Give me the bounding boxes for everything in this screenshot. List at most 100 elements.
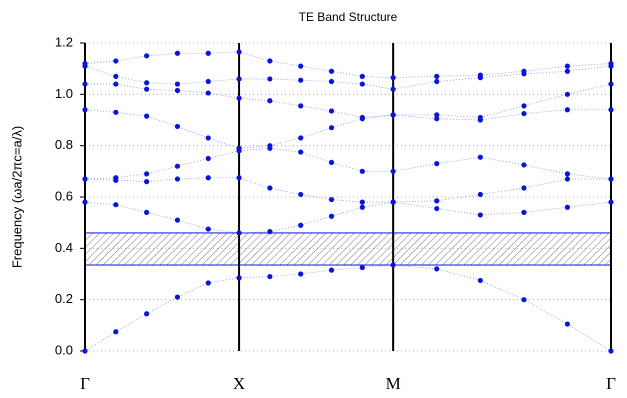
y-tick-label: 0.2 — [55, 291, 73, 306]
band-point — [113, 81, 119, 87]
band-point — [328, 196, 335, 203]
band-point — [267, 58, 273, 64]
band-point — [564, 63, 570, 69]
band-point — [434, 198, 440, 204]
band-point — [521, 110, 527, 117]
band-point — [144, 311, 150, 317]
band-point — [434, 161, 440, 167]
band-point — [267, 143, 273, 149]
band-point — [298, 63, 304, 69]
band-line — [84, 65, 612, 90]
band-point — [205, 135, 211, 141]
band-point — [236, 175, 242, 181]
band-point — [174, 123, 181, 130]
band-point — [390, 75, 396, 81]
band-point — [564, 321, 570, 327]
band-point — [477, 212, 483, 218]
band-point — [359, 168, 365, 174]
band-point — [144, 179, 150, 185]
band-point — [267, 229, 273, 235]
band-line — [84, 109, 611, 149]
band-point — [174, 50, 181, 56]
band-point — [434, 73, 440, 79]
band-point — [144, 171, 150, 177]
band-point — [521, 185, 527, 191]
band-point — [564, 107, 570, 113]
band-point — [477, 154, 483, 160]
band-point — [434, 112, 440, 118]
band-point — [113, 175, 119, 181]
band-line — [84, 264, 612, 352]
band-line — [84, 201, 612, 234]
band-point — [328, 159, 335, 165]
band-point — [298, 77, 304, 83]
band-point — [477, 191, 483, 198]
band-point — [359, 114, 365, 121]
band-point — [477, 277, 483, 284]
band-line — [84, 51, 612, 79]
band-point — [359, 81, 365, 87]
y-tick-label: 0.8 — [55, 137, 73, 152]
band-point — [328, 125, 335, 131]
band-point — [236, 76, 242, 82]
band-point — [328, 213, 335, 219]
y-tick-label: 0.4 — [55, 240, 73, 255]
band-point — [564, 68, 570, 74]
band-point — [236, 145, 242, 151]
band-point — [144, 53, 150, 59]
band-point — [82, 348, 88, 354]
band-point — [267, 185, 273, 191]
band-point — [82, 107, 88, 113]
band-point — [205, 280, 211, 286]
band-point — [521, 209, 527, 215]
band-gap — [84, 232, 612, 266]
band-point — [174, 87, 181, 94]
band-point — [328, 78, 335, 85]
band-point — [205, 90, 211, 96]
band-point — [267, 76, 273, 82]
band-point — [82, 60, 88, 67]
band-point — [205, 226, 211, 232]
x-tick-label: M — [386, 374, 401, 393]
band-point — [390, 168, 396, 174]
band-point — [236, 49, 242, 55]
band-point — [174, 217, 181, 223]
band-point — [434, 116, 440, 122]
band-point — [267, 98, 273, 104]
band-point — [477, 114, 483, 121]
band-line — [84, 177, 611, 203]
band-point — [144, 209, 150, 215]
band-point — [521, 68, 527, 74]
y-tick-label: 0.0 — [55, 342, 73, 357]
band-point — [434, 266, 440, 272]
band-point — [564, 176, 570, 182]
band-point — [477, 72, 483, 78]
band-point — [205, 155, 211, 162]
x-tick-label: X — [233, 374, 245, 393]
band-point — [174, 294, 181, 300]
band-point — [298, 191, 304, 198]
y-axis-label: Frequency (ωa/2πc=a/λ) — [9, 126, 24, 268]
band-point — [82, 81, 88, 87]
band-point — [390, 199, 396, 205]
band-point — [144, 80, 150, 86]
band-point — [236, 230, 242, 236]
band-point — [174, 176, 181, 182]
band-point — [144, 113, 150, 119]
band-point — [205, 175, 211, 181]
band-point — [298, 149, 304, 155]
band-point — [174, 81, 181, 87]
band-point — [434, 78, 440, 85]
band-point — [521, 103, 527, 109]
band-point — [205, 78, 211, 85]
y-tick-label: 1.0 — [55, 86, 73, 101]
band-line — [84, 147, 612, 180]
band-point — [564, 204, 570, 210]
band-point — [205, 50, 211, 56]
band-point — [390, 262, 396, 268]
y-tick-label: 1.2 — [55, 34, 73, 49]
x-tick-label: Γ — [80, 374, 90, 393]
band-point — [113, 109, 119, 115]
band-point — [608, 107, 614, 113]
